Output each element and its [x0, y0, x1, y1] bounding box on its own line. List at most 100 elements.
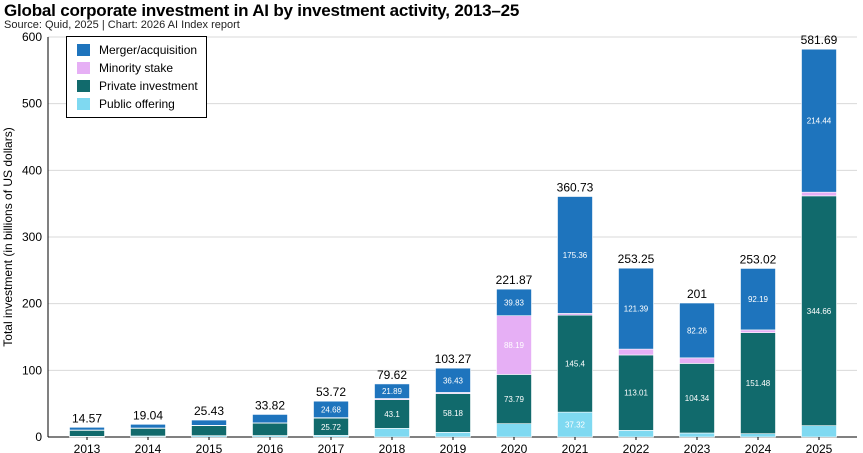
segment-label: 73.79 [504, 395, 525, 404]
x-tick-label: 2013 [74, 442, 101, 453]
bar-segment [740, 332, 776, 434]
x-tick-label: 2022 [623, 442, 650, 453]
x-tick-label: 2016 [257, 442, 284, 453]
segment-label: 37.32 [565, 421, 586, 430]
legend-label: Merger/acquisition [99, 43, 198, 57]
segment-label: 21.89 [382, 387, 403, 396]
legend-label: Minority stake [99, 61, 174, 75]
bar-segment [374, 383, 410, 399]
bar-segment [130, 428, 166, 437]
bar-segment [496, 288, 532, 316]
total-label: 25.43 [194, 404, 224, 418]
bar-segment [679, 432, 715, 438]
segment-label: 24.68 [321, 405, 342, 414]
x-tick-label: 2014 [135, 442, 162, 453]
bar-segment [252, 414, 288, 424]
bar-segment [69, 426, 105, 431]
y-tick-label: 500 [22, 97, 42, 111]
total-label: 360.73 [557, 181, 594, 195]
y-tick-label: 100 [22, 363, 42, 377]
legend-item: Private investment [77, 77, 206, 95]
total-label: 581.69 [801, 33, 838, 47]
bar-segment [801, 48, 837, 193]
bar-segment [435, 393, 471, 433]
chart-subtitle: Source: Quid, 2025 | Chart: 2026 AI Inde… [4, 19, 240, 31]
x-tick-label: 2023 [684, 442, 711, 453]
segment-label: 43.1 [384, 410, 400, 419]
segment-label: 214.44 [807, 117, 832, 126]
bar-segment [557, 196, 593, 314]
bar-segment [557, 314, 593, 413]
y-tick-label: 600 [22, 30, 42, 44]
bar-segment [740, 268, 776, 331]
total-label: 221.87 [496, 273, 533, 287]
bar-segment [435, 432, 471, 438]
legend-swatch [77, 44, 90, 56]
total-label: 79.62 [377, 368, 407, 382]
bar-segment [801, 425, 837, 438]
total-label: 201 [687, 287, 707, 301]
y-tick-label: 300 [22, 230, 42, 244]
total-label: 33.82 [255, 398, 285, 412]
legend-label: Private investment [99, 79, 198, 93]
bar-segment [374, 428, 410, 438]
bar-segment [252, 422, 288, 436]
x-tick-label: 2020 [501, 442, 528, 453]
bar-segment [496, 423, 532, 438]
legend-item: Minority stake [77, 59, 206, 77]
bar-segment [618, 354, 654, 431]
bar-segment [191, 425, 227, 436]
bar-segment [618, 348, 654, 356]
segment-label: 36.43 [443, 376, 464, 385]
bar-segment [801, 191, 837, 197]
total-label: 253.02 [740, 252, 777, 266]
total-label: 103.27 [435, 352, 472, 366]
legend-label: Public offering [99, 97, 175, 111]
segment-label: 58.18 [443, 409, 464, 418]
segment-label: 175.36 [563, 251, 588, 260]
x-tick-label: 2015 [196, 442, 223, 453]
legend-item: Public offering [77, 95, 206, 113]
segment-label: 145.4 [565, 360, 586, 369]
segment-label: 121.39 [624, 305, 649, 314]
y-tick-label: 200 [22, 297, 42, 311]
bar-segment [313, 400, 349, 418]
y-tick-label: 0 [35, 430, 42, 444]
total-label: 19.04 [133, 408, 163, 422]
bar-segment [496, 315, 532, 375]
y-tick-label: 400 [22, 163, 42, 177]
y-axis-label: Total investment (in billions of US doll… [1, 127, 15, 346]
bar-segment [557, 411, 593, 438]
bar-segment [191, 419, 227, 426]
segment-label: 25.72 [321, 423, 342, 432]
bar-segment [496, 374, 532, 424]
x-tick-label: 2019 [440, 442, 467, 453]
legend-swatch [77, 62, 90, 74]
total-label: 14.57 [72, 411, 102, 425]
bar-segment [618, 430, 654, 438]
segment-label: 92.19 [748, 295, 769, 304]
x-tick-label: 2018 [379, 442, 406, 453]
legend-swatch [77, 80, 90, 92]
bar-segment [740, 433, 776, 438]
segment-label: 344.66 [807, 307, 832, 316]
total-label: 53.72 [316, 385, 346, 399]
segment-label: 104.34 [685, 394, 710, 403]
chart-legend: Merger/acquisition Minority stake Private … [66, 36, 207, 118]
segment-label: 82.26 [687, 326, 708, 335]
total-label: 253.25 [618, 252, 655, 266]
legend-swatch [77, 98, 90, 110]
bar-segment [435, 367, 471, 393]
segment-label: 88.19 [504, 341, 525, 350]
x-tick-label: 2025 [806, 442, 833, 453]
segment-label: 39.83 [504, 298, 525, 307]
segment-label: 151.48 [746, 379, 771, 388]
bar-segment [679, 363, 715, 434]
bar-segment [740, 329, 776, 333]
bar-segment [679, 357, 715, 364]
x-tick-label: 2024 [745, 442, 772, 453]
x-tick-label: 2017 [318, 442, 345, 453]
bar-segment [679, 302, 715, 359]
legend-item: Merger/acquisition [77, 41, 206, 59]
